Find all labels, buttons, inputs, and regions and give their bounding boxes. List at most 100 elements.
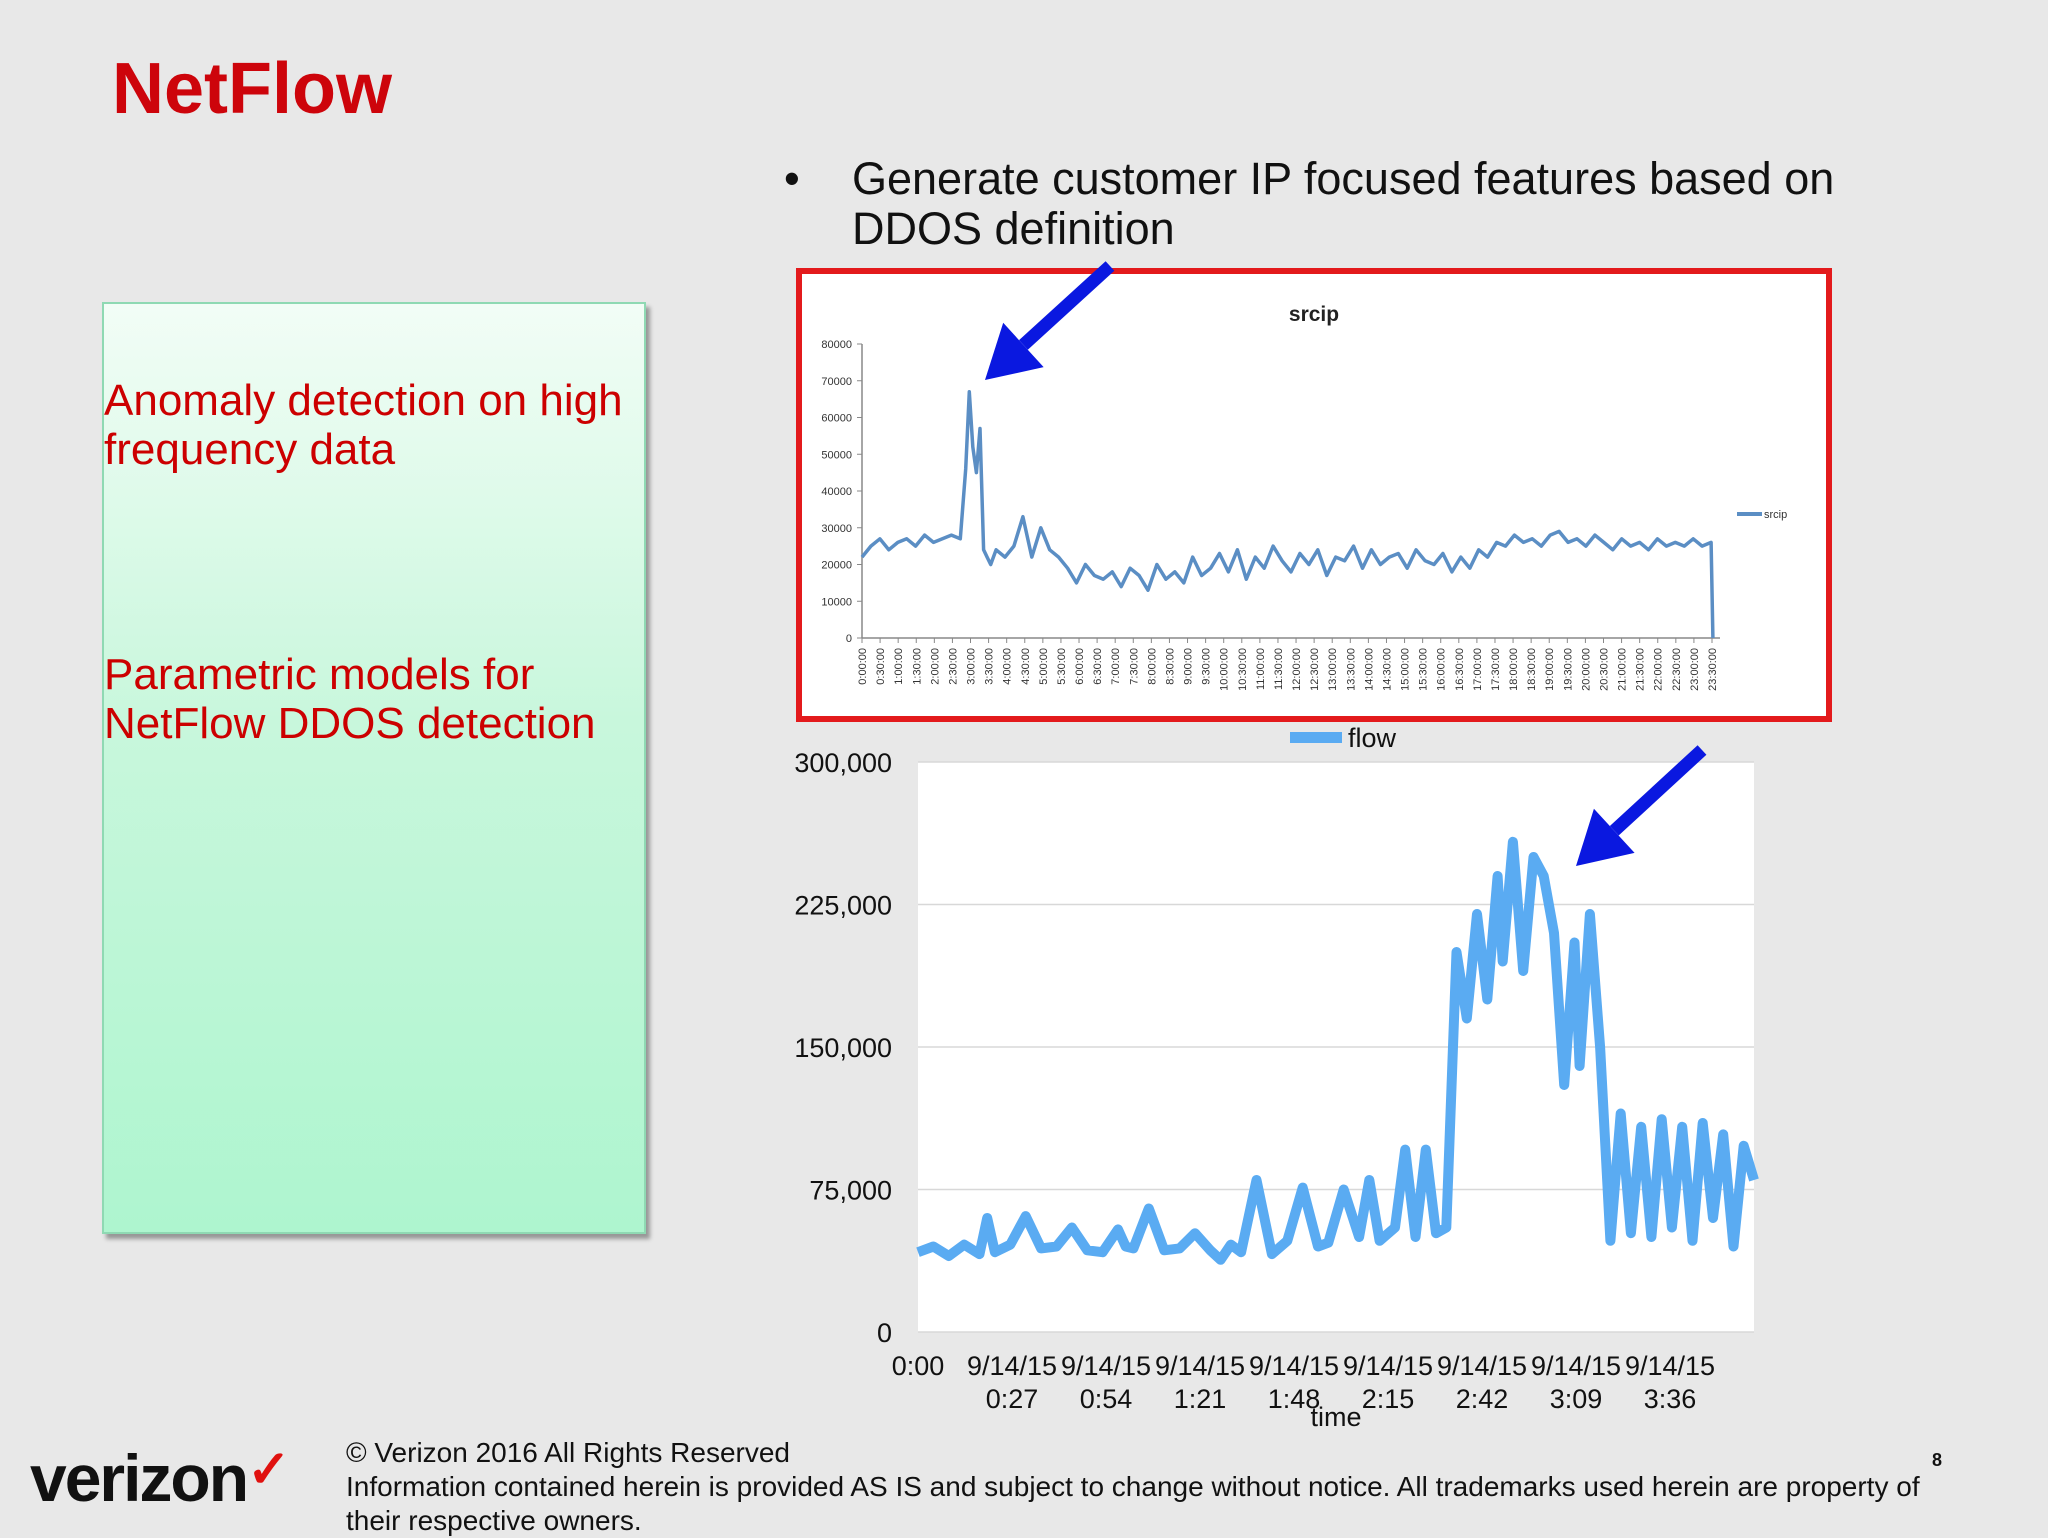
x-tick-label: 9/14/15 — [1531, 1351, 1621, 1381]
legend-swatch — [1290, 732, 1342, 743]
x-tick-label: 23:00:00 — [1689, 648, 1701, 691]
x-tick-label: 1:30:00 — [911, 648, 923, 685]
x-tick-label: 2:30:00 — [947, 648, 959, 685]
y-tick-label: 0 — [877, 1318, 892, 1348]
footer-copyright: © Verizon 2016 All Rights Reserved — [346, 1437, 790, 1468]
x-tick-label: 14:30:00 — [1381, 648, 1393, 691]
x-tick-label: 19:30:00 — [1562, 648, 1574, 691]
x-tick-label: 15:30:00 — [1418, 648, 1430, 691]
flow-series-line — [916, 836, 1759, 1265]
y-tick-label: 40000 — [821, 486, 852, 498]
x-tick-label: 2:15 — [1362, 1384, 1415, 1414]
verizon-check-icon: ✓ — [247, 1441, 291, 1499]
x-tick-label: 16:30:00 — [1454, 648, 1466, 691]
x-tick-label: 12:30:00 — [1309, 648, 1321, 691]
y-tick-label: 60000 — [821, 413, 852, 425]
x-tick-label: 5:30:00 — [1056, 648, 1068, 685]
x-tick-label: 20:00:00 — [1580, 648, 1592, 691]
x-axis-title: time — [1310, 1402, 1361, 1432]
x-tick-label: 3:09 — [1550, 1384, 1603, 1414]
x-tick-label: 7:00:00 — [1110, 648, 1122, 685]
x-tick-label: 17:30:00 — [1490, 648, 1502, 691]
x-tick-label: 11:30:00 — [1273, 648, 1285, 690]
y-tick-label: 30000 — [821, 523, 852, 535]
y-tick-label: 50000 — [821, 449, 852, 461]
x-tick-label: 19:00:00 — [1544, 648, 1556, 691]
x-tick-label: 22:00:00 — [1653, 648, 1665, 691]
y-tick-label: 0 — [846, 633, 852, 645]
x-tick-label: 8:30:00 — [1164, 648, 1176, 685]
x-tick-label: 3:30:00 — [984, 648, 996, 685]
bullet-dot: • — [784, 153, 800, 204]
verizon-logo-text: verizon — [30, 1441, 249, 1515]
y-tick-label: 300,000 — [794, 748, 892, 778]
x-tick-label: 13:30:00 — [1345, 648, 1357, 691]
legend-label: flow — [1348, 723, 1397, 753]
x-tick-label: 1:48 — [1268, 1384, 1321, 1414]
x-tick-label: 8:00:00 — [1146, 648, 1158, 685]
x-tick-label: 2:00:00 — [929, 648, 941, 685]
x-tick-label: 1:21 — [1174, 1384, 1227, 1414]
x-tick-label: 11:00:00 — [1255, 648, 1267, 690]
x-tick-label: 0:30:00 — [875, 648, 887, 685]
x-tick-label: 23:30:00 — [1707, 648, 1719, 691]
x-tick-label: 9:30:00 — [1201, 648, 1213, 685]
x-tick-label: 15:00:00 — [1400, 648, 1412, 691]
y-tick-label: 70000 — [821, 376, 852, 388]
legend-label: srcip — [1764, 509, 1787, 521]
page-number: 8 — [1932, 1450, 1943, 1470]
y-tick-label: 150,000 — [794, 1033, 892, 1063]
x-tick-label: 9/14/15 — [1625, 1351, 1715, 1381]
y-tick-label: 10000 — [821, 596, 852, 608]
srcip-series-line — [860, 390, 1715, 639]
x-tick-label: 3:36 — [1644, 1384, 1697, 1414]
y-tick-label: 20000 — [821, 560, 852, 572]
topic-anomaly-detection: Anomaly detection on high frequency data — [104, 376, 623, 474]
x-tick-label: 18:00:00 — [1508, 648, 1520, 691]
x-tick-label: 4:30:00 — [1020, 648, 1032, 685]
srcip-chart: srcip 80000 70000 60000 50000 40000 30000 20000… — [821, 303, 1787, 691]
x-tick-label: 4:00:00 — [1002, 648, 1014, 685]
x-tick-label: 9/14/15 — [1437, 1351, 1527, 1381]
x-tick-label: 0:27 — [986, 1384, 1039, 1414]
x-tick-label: 9/14/15 — [1061, 1351, 1151, 1381]
srcip-chart-highlight: srcip 80000 70000 60000 50000 40000 30000 20000… — [796, 268, 1832, 722]
y-tick-label: 80000 — [821, 339, 852, 351]
footer-text: © Verizon 2016 All Rights Reserved Infor… — [346, 1436, 1946, 1538]
x-tick-label: 9/14/15 — [967, 1351, 1057, 1381]
y-tick-label: 75,000 — [809, 1176, 892, 1206]
x-tick-label: 12:00:00 — [1291, 648, 1303, 691]
x-tick-label: 0:00:00 — [857, 648, 869, 685]
x-tick-label: 18:30:00 — [1526, 648, 1538, 691]
x-tick-label: 0:54 — [1080, 1384, 1133, 1414]
slide-title: NetFlow — [112, 49, 392, 129]
x-tick-label: 0:00 — [892, 1351, 945, 1381]
x-tick-label: 10:30:00 — [1237, 648, 1249, 691]
topic-parametric-models: Parametric models for NetFlow DDOS detec… — [104, 650, 596, 748]
footer-notice: Information contained herein is provided… — [346, 1471, 1920, 1536]
x-tick-label: 21:30:00 — [1635, 648, 1647, 691]
x-tick-label: 10:00:00 — [1219, 648, 1231, 691]
x-tick-label: 1:00:00 — [893, 648, 905, 685]
x-tick-label: 2:42 — [1456, 1384, 1509, 1414]
y-tick-label: 225,000 — [794, 891, 892, 921]
verizon-logo: verizon✓ — [30, 1440, 291, 1516]
x-tick-label: 9/14/15 — [1249, 1351, 1339, 1381]
x-tick-label: 9/14/15 — [1155, 1351, 1245, 1381]
topics-box: Anomaly detection on high frequency data… — [102, 302, 646, 1234]
x-tick-label: 6:30:00 — [1092, 648, 1104, 685]
x-tick-label: 13:00:00 — [1327, 648, 1339, 691]
x-tick-label: 16:00:00 — [1436, 648, 1448, 691]
chart-title: srcip — [1289, 303, 1339, 326]
x-tick-label: 21:00:00 — [1617, 648, 1629, 691]
x-tick-label: 22:30:00 — [1671, 648, 1683, 691]
x-tick-label: 9/14/15 — [1343, 1351, 1433, 1381]
x-tick-label: 17:00:00 — [1472, 648, 1484, 691]
bullet-text: Generate customer IP focused features ba… — [852, 153, 1835, 254]
x-tick-label: 20:30:00 — [1598, 648, 1610, 691]
x-tick-label: 9:00:00 — [1183, 648, 1195, 685]
x-tick-label: 7:30:00 — [1128, 648, 1140, 685]
x-tick-label: 5:00:00 — [1038, 648, 1050, 685]
x-tick-label: 6:00:00 — [1074, 648, 1086, 685]
